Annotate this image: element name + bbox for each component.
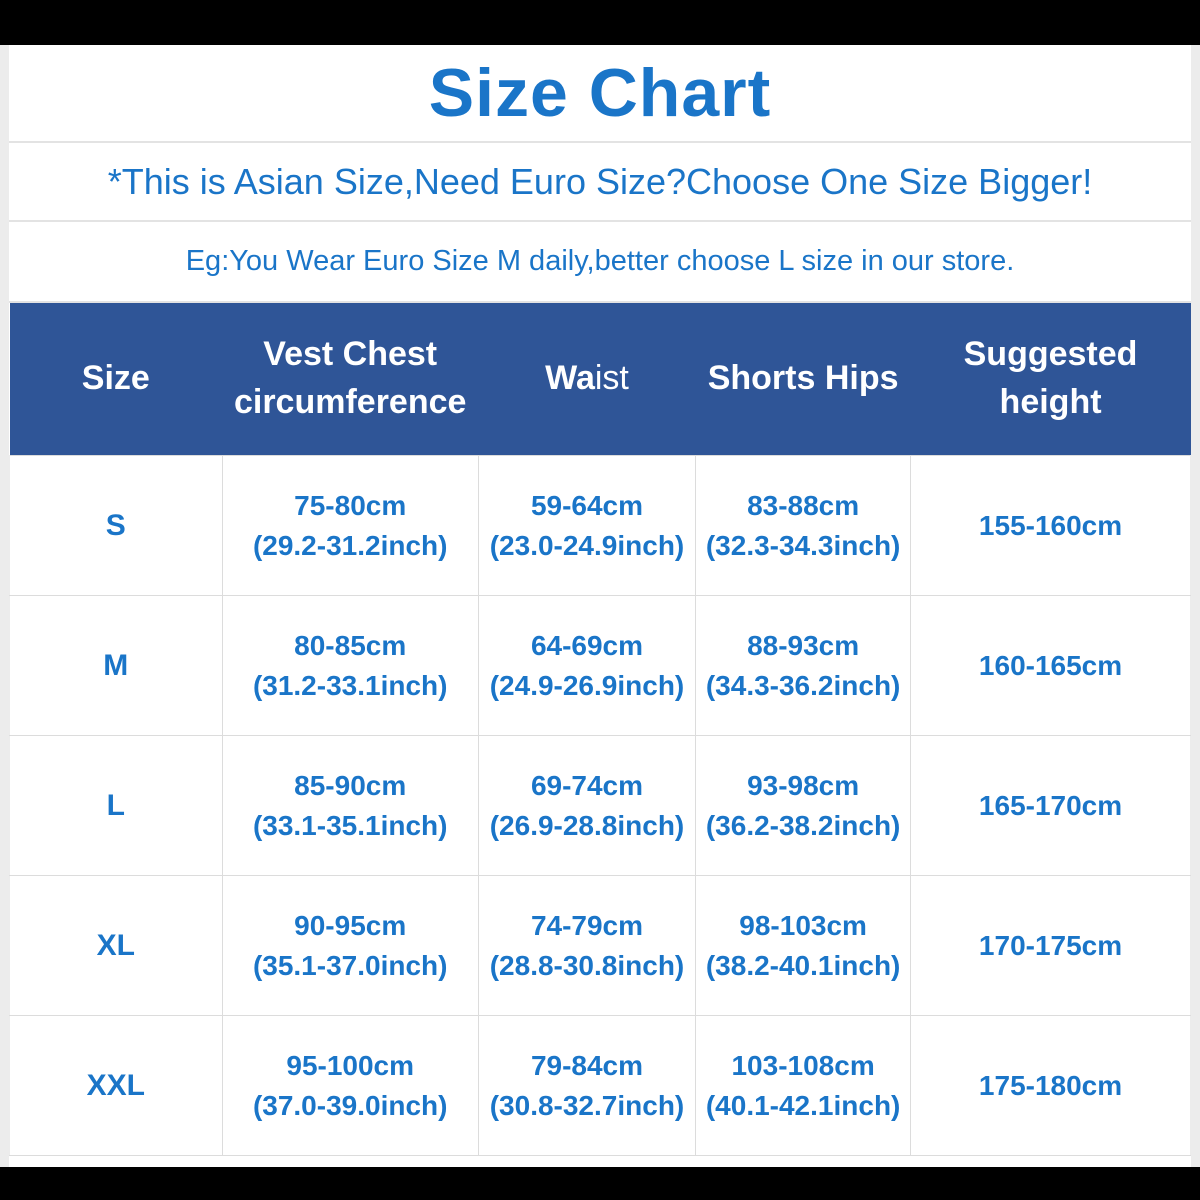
chest-cm-value: 85-90cm [294, 770, 407, 802]
cell-chest: 75-80cm (29.2-31.2inch) [221, 455, 479, 596]
top-black-bar [0, 0, 1200, 45]
cell-size: M [9, 595, 223, 736]
chest-inch-value: (29.2-31.2inch) [252, 529, 448, 561]
cell-hips: 83-88cm (32.3-34.3inch) [695, 455, 912, 596]
waist-cm-value: 64-69cm [530, 630, 644, 662]
header-waist: Waist [478, 303, 696, 456]
header-row: Size Vest Chest circumference Waist Shor… [9, 303, 1191, 456]
table-row: M 80-85cm (31.2-33.1inch) 64-69cm (24.9-… [9, 595, 1191, 736]
chest-inch-value: (35.1-37.0inch) [252, 949, 448, 981]
cell-height: 155-160cm [910, 455, 1191, 596]
hips-inch-value: (38.2-40.1inch) [705, 949, 901, 981]
header-vest-chest-circumference: Vest Chest circumference [222, 303, 479, 456]
hips-inch-value: (40.1-42.1inch) [705, 1089, 901, 1121]
waist-inch-value: (23.0-24.9inch) [489, 529, 685, 561]
cell-waist: 59-64cm (23.0-24.9inch) [477, 455, 697, 596]
size-table-body: S 75-80cm (29.2-31.2inch) 59-64cm (23.0-… [9, 455, 1191, 1156]
bottom-black-bar [0, 1167, 1200, 1200]
chest-inch-value: (37.0-39.0inch) [252, 1089, 448, 1121]
waist-cm-value: 59-64cm [530, 490, 644, 522]
cell-hips: 103-108cm (40.1-42.1inch) [695, 1015, 912, 1156]
chest-cm-value: 80-85cm [294, 630, 407, 662]
header-hips-label: Shorts Hips [707, 359, 899, 398]
cell-hips: 98-103cm (38.2-40.1inch) [695, 875, 912, 1016]
cell-chest: 90-95cm (35.1-37.0inch) [221, 875, 479, 1016]
table-row: XL 90-95cm (35.1-37.0inch) 74-79cm (28.8… [9, 875, 1191, 1016]
chest-inch-value: (33.1-35.1inch) [252, 809, 448, 841]
cell-chest: 80-85cm (31.2-33.1inch) [221, 595, 479, 736]
header-chest-line2: circumference [233, 383, 467, 421]
hips-inch-value: (32.3-34.3inch) [705, 529, 901, 561]
cell-size: XL [9, 875, 223, 1016]
cell-height: 175-180cm [910, 1015, 1191, 1156]
euro-size-example-text: Eg:You Wear Euro Size M daily,better cho… [185, 245, 1015, 277]
hips-cm-value: 88-93cm [747, 630, 860, 662]
cell-height: 160-165cm [910, 595, 1191, 736]
asian-size-note: *This is Asian Size,Need Euro Size?Choos… [9, 143, 1191, 222]
hips-cm-value: 98-103cm [739, 910, 867, 942]
cell-waist: 64-69cm (24.9-26.9inch) [477, 595, 697, 736]
table-row: L 85-90cm (33.1-35.1inch) 69-74cm (26.9-… [9, 735, 1191, 876]
hips-cm-value: 103-108cm [731, 1050, 875, 1082]
content-area: Size Chart *This is Asian Size,Need Euro… [9, 45, 1191, 1167]
title-section: Size Chart [9, 45, 1191, 143]
cell-chest: 85-90cm (33.1-35.1inch) [221, 735, 479, 876]
header-shorts-hips: Shorts Hips [695, 303, 911, 456]
hips-cm-value: 83-88cm [747, 490, 860, 522]
waist-inch-value: (30.8-32.7inch) [489, 1089, 685, 1121]
hips-inch-value: (36.2-38.2inch) [705, 809, 901, 841]
header-size: Size [9, 303, 223, 456]
cell-waist: 79-84cm (30.8-32.7inch) [477, 1015, 697, 1156]
cell-waist: 69-74cm (26.9-28.8inch) [477, 735, 697, 876]
chest-cm-value: 75-80cm [294, 490, 407, 522]
waist-cm-value: 69-74cm [530, 770, 644, 802]
chest-inch-value: (31.2-33.1inch) [252, 669, 448, 701]
cell-hips: 88-93cm (34.3-36.2inch) [695, 595, 912, 736]
cell-height: 165-170cm [910, 735, 1191, 876]
header-chest-line1: Vest Chest [263, 335, 438, 374]
cell-size: L [9, 735, 223, 876]
header-size-label: Size [81, 359, 150, 398]
cell-hips: 93-98cm (36.2-38.2inch) [695, 735, 912, 876]
waist-cm-value: 79-84cm [530, 1050, 644, 1082]
asian-size-note-text: *This is Asian Size,Need Euro Size?Choos… [107, 160, 1093, 202]
cell-size: XXL [9, 1015, 223, 1156]
cell-height: 170-175cm [910, 875, 1191, 1016]
content-frame: Size Chart *This is Asian Size,Need Euro… [0, 45, 1200, 1167]
header-waist-light-part: ist [594, 359, 629, 398]
header-waist-bold-part: Wa [545, 359, 595, 398]
size-table: Size Vest Chest circumference Waist Shor… [9, 303, 1191, 1156]
cell-size: S [9, 455, 223, 596]
cell-waist: 74-79cm (28.8-30.8inch) [477, 875, 697, 1016]
waist-inch-value: (26.9-28.8inch) [489, 809, 685, 841]
table-row: S 75-80cm (29.2-31.2inch) 59-64cm (23.0-… [9, 455, 1191, 596]
page-title: Size Chart [428, 55, 772, 131]
size-table-header: Size Vest Chest circumference Waist Shor… [9, 303, 1191, 456]
hips-cm-value: 93-98cm [747, 770, 860, 802]
waist-cm-value: 74-79cm [530, 910, 644, 942]
cell-chest: 95-100cm (37.0-39.0inch) [221, 1015, 479, 1156]
header-height-line1: Suggested [963, 335, 1138, 374]
chest-cm-value: 90-95cm [294, 910, 407, 942]
header-suggested-height: Suggested height [910, 303, 1191, 456]
euro-size-example-note: Eg:You Wear Euro Size M daily,better cho… [9, 222, 1191, 303]
header-height-line2: height [999, 383, 1102, 421]
chest-cm-value: 95-100cm [286, 1050, 415, 1082]
hips-inch-value: (34.3-36.2inch) [705, 669, 901, 701]
waist-inch-value: (28.8-30.8inch) [489, 949, 685, 981]
table-row: XXL 95-100cm (37.0-39.0inch) 79-84cm (30… [9, 1015, 1191, 1156]
waist-inch-value: (24.9-26.9inch) [489, 669, 685, 701]
